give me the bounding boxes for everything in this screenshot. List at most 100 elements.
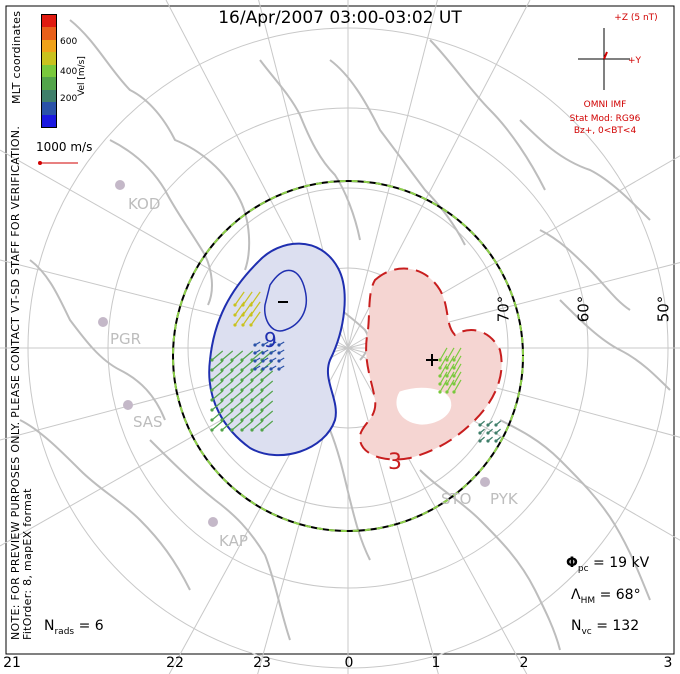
velocity-colorbar [41,14,57,128]
station-label-pgr: PGR [110,330,142,348]
velocity-vector [278,365,285,370]
velocity-vector [221,360,234,371]
colorbar-tick-600: 600 [60,37,78,47]
n-rads-stat: Nrads = 6 [44,618,104,637]
velocity-vector [211,390,224,401]
colorbar-segment [42,39,56,53]
velocity-vector [231,390,244,401]
latitude-label-50: 50° [654,295,673,323]
velocity-vector [446,347,455,361]
imf-dial [578,28,630,90]
velocity-vector [453,355,462,369]
velocity-vector [241,370,254,381]
colorbar-segment [42,89,56,103]
velocity-vector [453,347,462,361]
colorbar-segment [42,102,56,115]
latitude-label-60: 60° [574,295,593,323]
colorbar-tick-200: 200 [60,94,78,104]
mlt-tick-1: 1 [431,655,441,671]
n-vc-value: = 132 [596,618,640,634]
n-vc-symbol: N [571,618,582,634]
velocity-vector [234,291,245,306]
velocity-vector [211,410,224,421]
velocity-vector [250,311,261,326]
colorbar-segment [42,77,56,90]
velocity-vector [221,400,234,411]
lambda-hm-value: = 68° [599,587,641,603]
colorbar-label: Vel [m/s] [77,56,87,96]
velocity-vector [495,436,501,442]
latitude-label-70: 70° [494,295,513,323]
velocity-vector [211,350,224,361]
velocity-vector [251,380,264,391]
velocity-vector [262,357,269,362]
velocity-vector [231,420,244,431]
velocity-vector [241,390,254,401]
velocity-vector [251,410,264,421]
velocity-vector [254,341,261,346]
velocity-vector [254,357,261,362]
velocity-vector [261,380,274,391]
colorbar-segment [42,15,56,28]
velocity-vector [495,428,501,434]
velocity-vector [211,380,224,391]
velocity-vector [241,400,254,411]
lambda-hm-symbol: Λ [571,587,581,603]
velocity-vector [241,360,254,371]
negative-cell-inner-contour [264,269,307,332]
velocity-vector [241,350,254,361]
velocity-vector [254,349,261,354]
velocity-vector [270,349,277,354]
velocity-vector [446,379,455,393]
velocity-vector [270,365,277,370]
n-vc-stat: Nvc = 132 [571,618,639,637]
velocity-vector [242,291,253,306]
velocity-vector [231,400,244,411]
velocity-vector [278,349,285,354]
positive-cell-hole [396,387,452,425]
velocity-vector [261,390,274,401]
velocity-vector [446,363,455,377]
velocity-vector [221,420,234,431]
velocity-vector [221,380,234,391]
velocity-vector [221,350,234,361]
velocity-vector [211,360,224,371]
positive-cell [358,267,503,461]
velocity-vector [262,341,269,346]
station-label-sto: STO [441,490,472,508]
velocity-vector [453,379,462,393]
velocity-vector [251,400,264,411]
velocity-vector [221,390,234,401]
n-rads-value: = 6 [78,618,104,634]
velocity-vector [439,355,448,369]
phi-pc-symbol: Φ [566,555,578,571]
velocity-vector [446,371,455,385]
phi-pc-stat: Φpc = 19 kV [566,555,649,574]
velocity-vector [250,301,261,316]
colorbar-segment [42,52,56,65]
contour-label-3: 3 [388,450,402,475]
velocity-vector [439,379,448,393]
n-rads-symbol: N [44,618,55,634]
velocity-vector [221,370,234,381]
velocity-vectors [210,291,501,443]
velocity-vector [231,410,244,421]
lambda-hm-sub: HM [580,595,596,606]
velocity-vector [241,420,254,431]
reference-vector-arrow [38,161,78,165]
reference-vector-label: 1000 m/s [36,140,93,154]
velocity-vector [262,365,269,370]
station-label-sas: SAS [133,413,163,431]
lambda-hm-stat: ΛHM = 68° [571,587,641,606]
velocity-vector [262,349,269,354]
velocity-vector [261,370,274,381]
velocity-vector [495,420,501,426]
imf-source-label: OMNI IMF [583,100,627,110]
mlt-tick-22: 22 [166,655,184,671]
velocity-vector [231,350,244,361]
imf-model-label: Stat Mod: RG96 [569,114,641,124]
velocity-vector [234,301,245,316]
station-markers [98,180,490,527]
velocity-vector [211,370,224,381]
